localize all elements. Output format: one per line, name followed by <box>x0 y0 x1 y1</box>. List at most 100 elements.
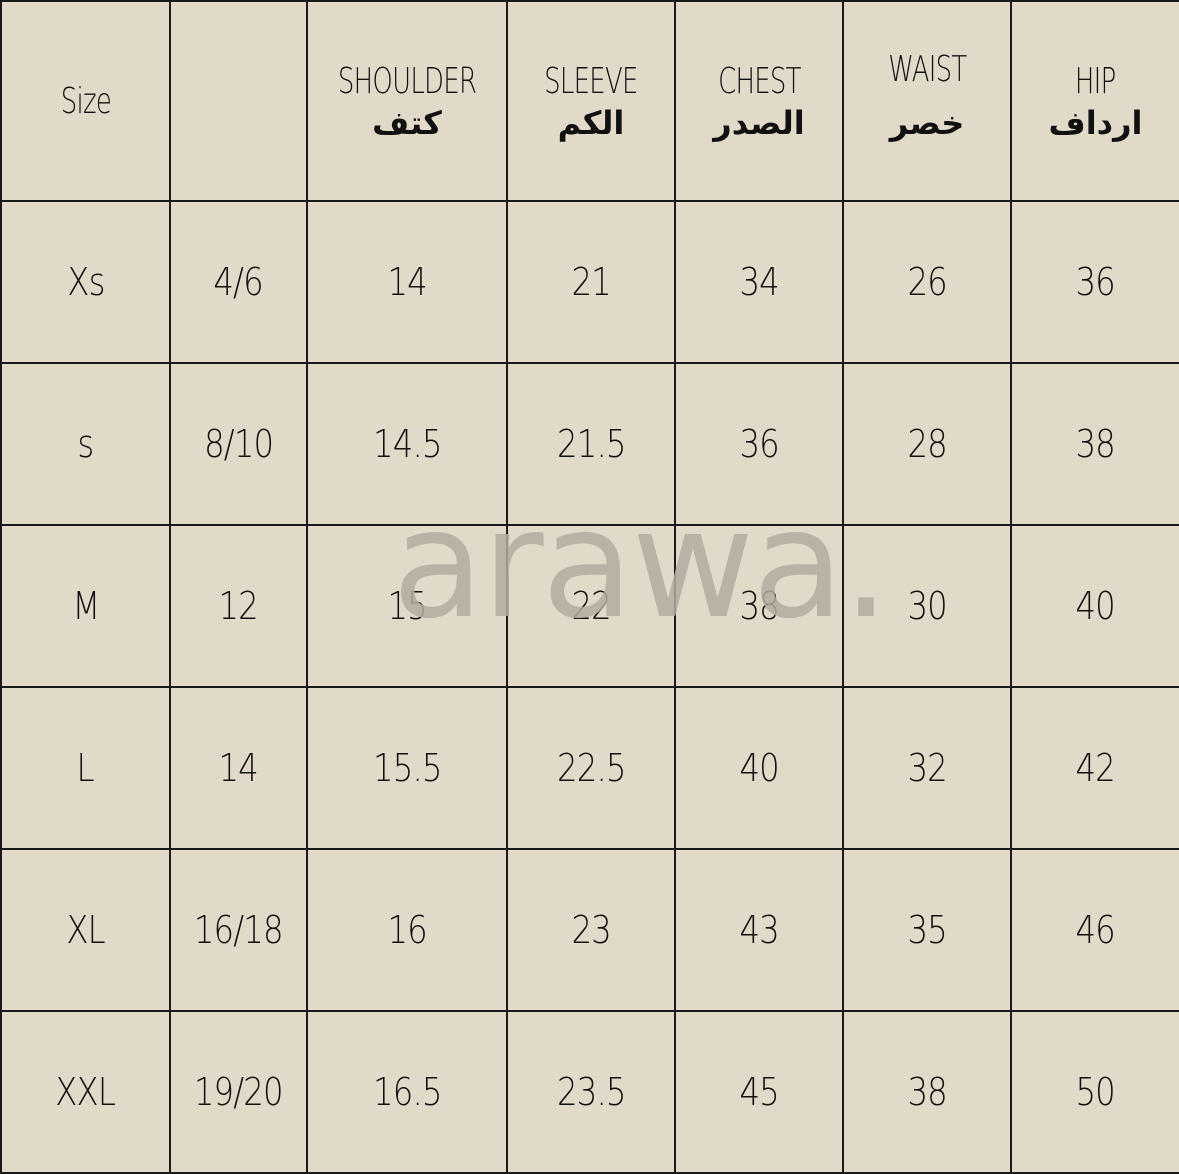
header-hip: HIP ارداف <box>1010 0 1179 202</box>
cell-value: 38 <box>907 1070 947 1114</box>
cell-hip: 46 <box>1010 848 1179 1012</box>
cell-value: 12 <box>218 584 259 628</box>
cell-value: Xs <box>66 260 105 304</box>
cell-value: 15 <box>387 584 427 628</box>
cell-hip: 36 <box>1010 200 1179 364</box>
cell-value: M <box>71 584 100 628</box>
header-label-ar: كتف <box>372 103 442 142</box>
header-size: Size <box>0 0 171 202</box>
header-row: Size SHOULDER كتف SLEEVE الكم CHEST الصدر WAIST… <box>0 0 1179 202</box>
cell-chest: 38 <box>674 524 844 688</box>
header-waist: WAIST خصر <box>842 0 1012 202</box>
cell-sleeve: 22 <box>506 524 676 688</box>
cell-value: 23.5 <box>556 1070 626 1114</box>
cell-value: 14.5 <box>372 422 442 466</box>
table-row: s 8/10 14.5 21.5 36 28 38 <box>0 362 1179 526</box>
cell-waist: 26 <box>842 200 1012 364</box>
cell-value: 40 <box>1075 584 1116 628</box>
header-label-ar: خصر <box>889 103 965 142</box>
header-label-ar: الصدر <box>713 103 805 142</box>
header-label-en: WAIST <box>887 48 967 90</box>
cell-hip: 50 <box>1010 1010 1179 1174</box>
cell-value: 8/10 <box>203 422 274 466</box>
cell-value: 38 <box>1075 422 1116 466</box>
cell-us-size: 16/18 <box>169 848 308 1012</box>
cell-chest: 36 <box>674 362 844 526</box>
cell-chest: 43 <box>674 848 844 1012</box>
cell-size: s <box>0 362 171 526</box>
cell-value: 16 <box>387 908 427 952</box>
cell-shoulder: 14 <box>306 200 508 364</box>
cell-value: 16/18 <box>194 908 284 952</box>
cell-us-size: 14 <box>169 686 308 850</box>
cell-shoulder: 15 <box>306 524 508 688</box>
cell-value: 22.5 <box>556 746 626 790</box>
cell-waist: 30 <box>842 524 1012 688</box>
cell-waist: 28 <box>842 362 1012 526</box>
cell-value: 45 <box>739 1070 779 1114</box>
header-chest: CHEST الصدر <box>674 0 844 202</box>
cell-value: L <box>76 746 95 790</box>
cell-hip: 40 <box>1010 524 1179 688</box>
header-label-en: CHEST <box>717 60 801 102</box>
cell-value: 40 <box>739 746 779 790</box>
table-row: Xs 4/6 14 21 34 26 36 <box>0 200 1179 364</box>
table-row: L 14 15.5 22.5 40 32 42 <box>0 686 1179 850</box>
cell-value: 14 <box>387 260 427 304</box>
cell-shoulder: 14.5 <box>306 362 508 526</box>
cell-us-size: 19/20 <box>169 1010 308 1174</box>
cell-hip: 38 <box>1010 362 1179 526</box>
cell-value: 21.5 <box>556 422 626 466</box>
cell-us-size: 12 <box>169 524 308 688</box>
cell-shoulder: 16.5 <box>306 1010 508 1174</box>
cell-us-size: 4/6 <box>169 200 308 364</box>
cell-value: XXL <box>55 1070 117 1114</box>
cell-value: 21 <box>571 260 611 304</box>
cell-value: 43 <box>739 908 779 952</box>
cell-sleeve: 21.5 <box>506 362 676 526</box>
cell-chest: 45 <box>674 1010 844 1174</box>
cell-size: M <box>0 524 171 688</box>
cell-chest: 34 <box>674 200 844 364</box>
table-row: M 12 15 22 38 30 40 <box>0 524 1179 688</box>
header-label-en: SHOULDER <box>337 60 477 102</box>
cell-waist: 32 <box>842 686 1012 850</box>
header-us-size <box>169 0 308 202</box>
cell-value: 42 <box>1075 746 1116 790</box>
cell-shoulder: 15.5 <box>306 686 508 850</box>
cell-value: 38 <box>739 584 779 628</box>
cell-size: Xs <box>0 200 171 364</box>
cell-value: s <box>77 422 95 466</box>
header-sleeve: SLEEVE الكم <box>506 0 676 202</box>
cell-value: XL <box>66 908 105 952</box>
cell-sleeve: 23.5 <box>506 1010 676 1174</box>
cell-us-size: 8/10 <box>169 362 308 526</box>
cell-value: 14 <box>218 746 259 790</box>
cell-value: 36 <box>1075 260 1116 304</box>
cell-value: 46 <box>1075 908 1116 952</box>
cell-waist: 38 <box>842 1010 1012 1174</box>
table-row: XL 16/18 16 23 43 35 46 <box>0 848 1179 1012</box>
cell-value: 4/6 <box>213 260 264 304</box>
cell-value: 19/20 <box>194 1070 284 1114</box>
cell-shoulder: 16 <box>306 848 508 1012</box>
table-row: XXL 19/20 16.5 23.5 45 38 50 <box>0 1010 1179 1174</box>
cell-sleeve: 22.5 <box>506 686 676 850</box>
cell-size: XXL <box>0 1010 171 1174</box>
cell-value: 15.5 <box>372 746 442 790</box>
header-shoulder: SHOULDER كتف <box>306 0 508 202</box>
cell-sleeve: 21 <box>506 200 676 364</box>
cell-size: L <box>0 686 171 850</box>
header-label-ar: ارداف <box>1048 103 1143 142</box>
cell-size: XL <box>0 848 171 1012</box>
cell-value: 35 <box>907 908 947 952</box>
cell-value: 36 <box>739 422 779 466</box>
cell-hip: 42 <box>1010 686 1179 850</box>
cell-value: 32 <box>907 746 947 790</box>
header-label-en: HIP <box>1075 60 1116 102</box>
header-label-en: SLEEVE <box>544 60 638 102</box>
header-label-ar: الكم <box>557 103 625 142</box>
cell-chest: 40 <box>674 686 844 850</box>
cell-waist: 35 <box>842 848 1012 1012</box>
